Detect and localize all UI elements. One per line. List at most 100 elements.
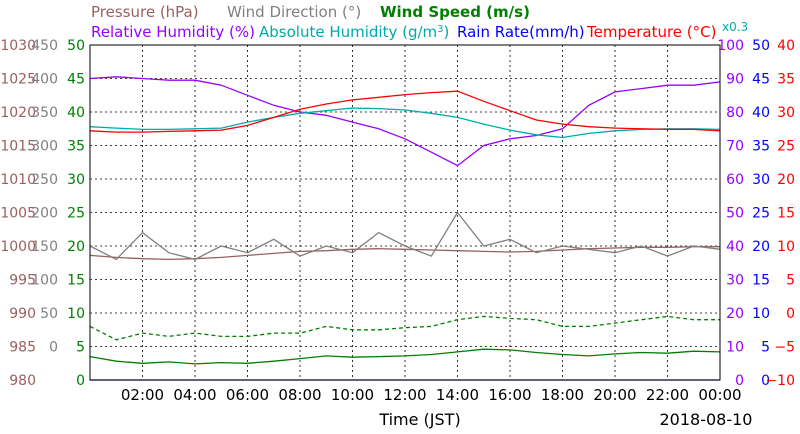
y-tick-relative-humidity: 50	[726, 206, 744, 222]
y-tick-rain-rate: 20	[752, 239, 770, 255]
y-tick-pressure: 1025	[0, 72, 36, 88]
legend-rain-rate: Rain Rate(mm/h)	[457, 23, 585, 41]
y-tick-pressure: 1010	[0, 172, 36, 188]
y-tick-temperature: 0	[786, 306, 795, 322]
y-tick-relative-humidity: 10	[726, 340, 744, 356]
y-tick-relative-humidity: 20	[726, 306, 744, 322]
y-tick-pressure: 980	[9, 373, 36, 389]
axis-labels: 02:00 04:00 06:00 08:00 10:00 12:00 14:00 16:00…	[0, 38, 795, 404]
y-tick-rain-rate: 15	[752, 273, 770, 289]
series-line-7	[89, 90, 721, 133]
date-label: 2018-08-10	[660, 410, 753, 429]
y-tick-wind-direction: 350	[31, 105, 58, 121]
x-axis-label: Time (JST)	[378, 410, 460, 429]
y-tick-wind-speed: 0	[76, 373, 85, 389]
plot-frame	[89, 44, 721, 381]
legend-pressure: Pressure (hPa)	[91, 3, 199, 21]
y-tick-rain-rate: 35	[752, 139, 770, 155]
x-tick-label: 04:00	[173, 386, 216, 404]
y-tick-wind-speed: 15	[67, 273, 85, 289]
y-tick-pressure: 1000	[0, 239, 36, 255]
y-tick-rain-rate: 0	[761, 373, 770, 389]
y-tick-wind-speed: 40	[67, 105, 85, 121]
y-tick-temperature: 35	[777, 72, 795, 88]
series-line-4	[89, 76, 721, 167]
legend-absolute-humidity-suffix: )	[444, 23, 450, 41]
y-tick-temperature: 40	[777, 38, 795, 54]
legend-wind-direction: Wind Direction (°)	[227, 3, 361, 21]
legend-relative-humidity: Relative Humidity (%)	[91, 23, 255, 41]
y-tick-wind-speed: 5	[76, 340, 85, 356]
legend-absolute-humidity-prefix: Absolute Humidity (g/m	[259, 23, 437, 41]
series-line-2	[89, 348, 721, 365]
y-tick-relative-humidity: 0	[735, 373, 744, 389]
y-tick-relative-humidity: 70	[726, 139, 744, 155]
y-tick-relative-humidity: 30	[726, 273, 744, 289]
x-tick-label: 16:00	[488, 386, 531, 404]
x-tick-label: 00:00	[698, 386, 741, 404]
y-tick-wind-direction: 100	[31, 273, 58, 289]
y-tick-temperature: 30	[777, 105, 795, 121]
y-tick-wind-speed: 30	[67, 172, 85, 188]
y-tick-temperature: 15	[777, 206, 795, 222]
x-tick-label: 18:00	[541, 386, 584, 404]
legend-temperature: Temperature (°C)	[586, 23, 716, 41]
y-tick-temperature: 20	[777, 172, 795, 188]
y-tick-pressure: 985	[9, 340, 36, 356]
y-tick-wind-direction: 400	[31, 72, 58, 88]
y-tick-wind-speed: 35	[67, 139, 85, 155]
x-tick-label: 20:00	[593, 386, 636, 404]
legend-wind-speed: Wind Speed (m/s)	[380, 3, 530, 21]
y-tick-pressure: 1030	[0, 38, 36, 54]
y-tick-rain-rate: 40	[752, 105, 770, 121]
x-tick-label: 10:00	[331, 386, 374, 404]
y-tick-relative-humidity: 80	[726, 105, 744, 121]
series-layer	[89, 76, 721, 381]
y-tick-temperature: 5	[786, 273, 795, 289]
x-tick-label: 08:00	[278, 386, 321, 404]
y-tick-wind-speed: 25	[67, 206, 85, 222]
y-tick-rain-rate: 50	[752, 38, 770, 54]
y-tick-temperature: −10	[765, 373, 795, 389]
legend-absolute-humidity-sup: 3	[437, 24, 443, 35]
y-tick-rain-rate: 5	[761, 340, 770, 356]
y-tick-relative-humidity: 90	[726, 72, 744, 88]
y-tick-pressure: 1020	[0, 105, 36, 121]
y-tick-wind-direction: 0	[49, 340, 58, 356]
legend-abs-humidity-scale: x0.3	[722, 20, 748, 34]
series-line-1	[89, 211, 721, 261]
series-line-3	[89, 315, 720, 341]
x-tick-label: 02:00	[121, 386, 164, 404]
y-tick-wind-speed: 50	[67, 38, 85, 54]
y-tick-pressure: 1015	[0, 139, 36, 155]
y-tick-relative-humidity: 40	[726, 239, 744, 255]
y-tick-temperature: 25	[777, 139, 795, 155]
legend-absolute-humidity: Absolute Humidity (g/m3)	[259, 23, 449, 41]
y-tick-temperature: 10	[777, 239, 795, 255]
y-tick-temperature: −5	[774, 340, 795, 356]
y-tick-wind-speed: 20	[67, 239, 85, 255]
y-tick-wind-direction: 200	[31, 206, 58, 222]
y-tick-pressure: 995	[9, 273, 36, 289]
y-tick-wind-direction: 450	[31, 38, 58, 54]
y-tick-relative-humidity: 100	[717, 38, 744, 54]
y-tick-rain-rate: 30	[752, 172, 770, 188]
y-tick-rain-rate: 25	[752, 206, 770, 222]
y-tick-wind-direction: 50	[40, 306, 58, 322]
x-tick-label: 06:00	[226, 386, 269, 404]
y-tick-wind-direction: 300	[31, 139, 58, 155]
y-tick-wind-direction: 150	[31, 239, 58, 255]
y-tick-pressure: 1005	[0, 206, 36, 222]
x-tick-label: 14:00	[436, 386, 479, 404]
y-tick-wind-speed: 45	[67, 72, 85, 88]
series-line-5	[89, 107, 721, 139]
y-tick-pressure: 990	[9, 306, 36, 322]
y-tick-rain-rate: 10	[752, 306, 770, 322]
series-line-0	[89, 246, 720, 261]
x-tick-label: 12:00	[383, 386, 426, 404]
y-tick-wind-direction: 250	[31, 172, 58, 188]
y-tick-rain-rate: 45	[752, 72, 770, 88]
x-tick-label: 22:00	[646, 386, 689, 404]
y-tick-relative-humidity: 60	[726, 172, 744, 188]
